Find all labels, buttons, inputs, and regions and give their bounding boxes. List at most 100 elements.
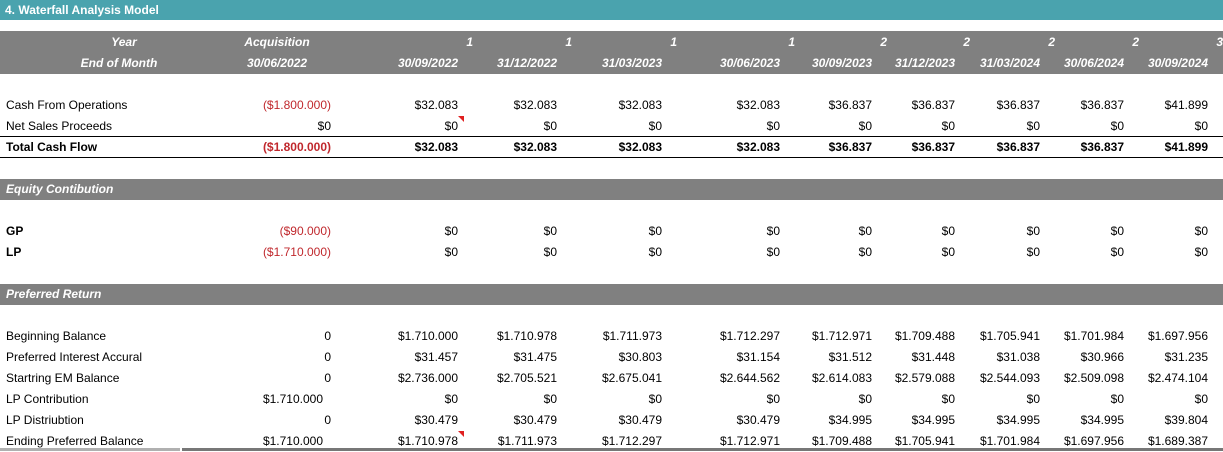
table-cell[interactable]: $0: [648, 224, 662, 238]
table-cell[interactable]: $1.697.956: [1147, 329, 1208, 343]
table-cell[interactable]: $0: [1026, 392, 1040, 406]
table-cell[interactable]: $0: [543, 392, 557, 406]
comment-marker[interactable]: [458, 431, 464, 437]
table-cell[interactable]: $0: [444, 224, 458, 238]
table-cell[interactable]: $0: [543, 224, 557, 238]
table-cell[interactable]: $1.689.387: [1147, 434, 1208, 448]
table-cell[interactable]: $0: [444, 119, 458, 133]
table-cell[interactable]: $36.837: [996, 98, 1040, 112]
row-label[interactable]: Startring EM Balance: [6, 371, 120, 385]
table-cell[interactable]: $30.479: [618, 413, 662, 427]
row-label[interactable]: Net Sales Proceeds: [6, 119, 113, 133]
table-cell[interactable]: $30.479: [414, 413, 458, 427]
table-cell[interactable]: $0: [1194, 119, 1208, 133]
table-cell[interactable]: $2.579.088: [894, 371, 955, 385]
table-cell[interactable]: $36.837: [911, 98, 955, 112]
table-cell[interactable]: $30.479: [513, 413, 557, 427]
table-cell[interactable]: $1.710.000: [397, 329, 458, 343]
table-cell[interactable]: $2.675.041: [601, 371, 662, 385]
table-cell[interactable]: $1.712.297: [601, 434, 662, 448]
table-cell[interactable]: $2.474.104: [1147, 371, 1208, 385]
table-cell[interactable]: $2.614.083: [811, 371, 872, 385]
table-cell[interactable]: $30.966: [1080, 350, 1124, 364]
table-cell[interactable]: $32.083: [414, 140, 458, 154]
table-cell[interactable]: $31.457: [414, 350, 458, 364]
scrollbar-track-left[interactable]: [0, 448, 180, 451]
table-cell[interactable]: $0: [941, 245, 955, 259]
table-cell[interactable]: $0: [858, 245, 872, 259]
table-cell[interactable]: $0: [317, 119, 331, 133]
table-cell[interactable]: $32.083: [736, 98, 780, 112]
table-cell[interactable]: $2.509.098: [1063, 371, 1124, 385]
table-cell[interactable]: $36.837: [911, 140, 955, 154]
row-label[interactable]: LP: [6, 245, 22, 259]
table-cell[interactable]: $0: [648, 392, 662, 406]
table-cell[interactable]: $2.644.562: [719, 371, 780, 385]
table-cell[interactable]: ($90.000): [279, 224, 331, 238]
table-cell[interactable]: $0: [941, 392, 955, 406]
table-cell[interactable]: $2.544.093: [979, 371, 1040, 385]
row-label[interactable]: LP Distriubtion: [6, 413, 84, 427]
table-cell[interactable]: $0: [941, 224, 955, 238]
table-cell[interactable]: $31.154: [736, 350, 780, 364]
table-cell[interactable]: $1.697.956: [1063, 434, 1124, 448]
table-cell[interactable]: $39.804: [1164, 413, 1208, 427]
table-cell[interactable]: $0: [766, 392, 780, 406]
table-cell[interactable]: $0: [858, 392, 872, 406]
table-cell[interactable]: $0: [766, 245, 780, 259]
table-cell[interactable]: ($1.710.000): [262, 245, 331, 259]
table-cell[interactable]: $0: [1110, 224, 1124, 238]
table-cell[interactable]: $31.235: [1164, 350, 1208, 364]
table-cell[interactable]: $31.448: [911, 350, 955, 364]
table-cell[interactable]: $1.711.973: [497, 434, 557, 448]
table-cell[interactable]: $0: [543, 119, 557, 133]
table-cell[interactable]: 0: [324, 350, 331, 364]
table-cell[interactable]: $31.512: [828, 350, 872, 364]
table-cell[interactable]: $2.736.000: [397, 371, 458, 385]
row-label[interactable]: Beginning Balance: [6, 329, 107, 343]
table-cell[interactable]: ($1.800.000): [262, 140, 331, 154]
table-cell[interactable]: $0: [858, 224, 872, 238]
table-cell[interactable]: $36.837: [1080, 140, 1124, 154]
table-cell[interactable]: $1.705.941: [894, 434, 955, 448]
table-cell[interactable]: $1.705.941: [979, 329, 1040, 343]
table-cell[interactable]: $0: [766, 119, 780, 133]
table-cell[interactable]: $1.709.488: [811, 434, 872, 448]
table-cell[interactable]: $36.837: [1080, 98, 1124, 112]
table-cell[interactable]: $0: [1194, 392, 1208, 406]
table-cell[interactable]: $1.701.984: [979, 434, 1040, 448]
table-cell[interactable]: ($1.800.000): [262, 98, 331, 112]
table-cell[interactable]: $34.995: [911, 413, 955, 427]
table-cell[interactable]: 0: [324, 371, 331, 385]
row-label[interactable]: Ending Preferred Balance: [6, 434, 144, 448]
table-cell[interactable]: $1.712.297: [719, 329, 780, 343]
table-cell[interactable]: $32.083: [414, 98, 458, 112]
table-cell[interactable]: $0: [1194, 245, 1208, 259]
table-cell[interactable]: $36.837: [996, 140, 1040, 154]
table-cell[interactable]: $0: [1110, 119, 1124, 133]
table-cell[interactable]: $31.475: [513, 350, 557, 364]
table-cell[interactable]: $34.995: [996, 413, 1040, 427]
table-cell[interactable]: $30.479: [736, 413, 780, 427]
table-cell[interactable]: $1.701.984: [1063, 329, 1124, 343]
table-cell[interactable]: $0: [1026, 119, 1040, 133]
table-cell[interactable]: $34.995: [828, 413, 872, 427]
table-cell[interactable]: $0: [648, 245, 662, 259]
table-cell[interactable]: $0: [1110, 392, 1124, 406]
table-cell[interactable]: $41.899: [1164, 140, 1208, 154]
table-cell[interactable]: $32.083: [736, 140, 780, 154]
table-cell[interactable]: $0: [941, 119, 955, 133]
table-cell[interactable]: $30.803: [618, 350, 662, 364]
table-cell[interactable]: $32.083: [618, 140, 662, 154]
table-cell[interactable]: $1.710.978: [496, 329, 557, 343]
table-cell[interactable]: $1.711.973: [602, 329, 662, 343]
table-cell[interactable]: $34.995: [1080, 413, 1124, 427]
table-cell[interactable]: $31.038: [996, 350, 1040, 364]
table-cell[interactable]: $1.710.000: [262, 434, 323, 448]
table-cell[interactable]: $0: [648, 119, 662, 133]
table-cell[interactable]: $32.083: [513, 140, 557, 154]
table-cell[interactable]: $0: [1194, 224, 1208, 238]
scrollbar-thumb[interactable]: [182, 448, 1223, 451]
row-label[interactable]: LP Contribution: [6, 392, 89, 406]
row-label[interactable]: Preferred Interest Accural: [6, 350, 143, 364]
